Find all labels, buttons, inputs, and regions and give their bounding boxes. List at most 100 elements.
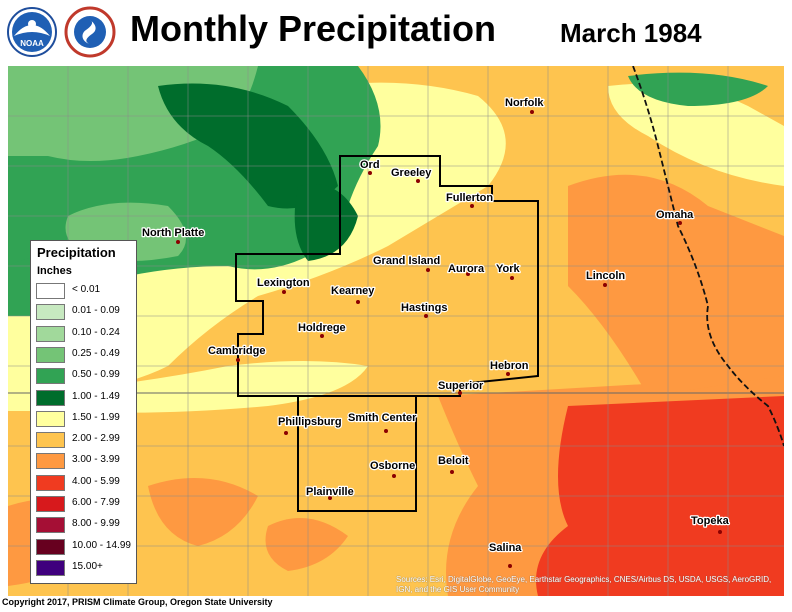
legend-title: Precipitation <box>37 245 116 260</box>
city-norfolk[interactable]: Norfolk <box>504 96 546 114</box>
city-label-kearney: Kearney <box>331 285 375 297</box>
noaa-logo-icon: NOAA <box>7 7 57 57</box>
legend-item: 0.25 - 0.49 <box>36 346 136 363</box>
city-label-hastings: Hastings <box>401 302 447 314</box>
city-label-omaha: Omaha <box>656 209 694 221</box>
city-label-holdrege: Holdrege <box>298 322 346 334</box>
legend-label: 6.00 - 7.99 <box>72 497 120 508</box>
legend-label: 15.00+ <box>72 560 103 572</box>
legend-label: 10.00 - 14.99 <box>72 539 131 551</box>
legend-item: 1.50 - 1.99 <box>36 410 136 427</box>
legend-units: Inches <box>37 265 72 277</box>
page-title: Monthly Precipitation <box>130 8 497 49</box>
city-york[interactable]: York <box>495 262 522 280</box>
legend-swatch <box>36 453 65 470</box>
legend-swatch <box>36 283 65 299</box>
city-label-grand-island: Grand Island <box>373 255 440 267</box>
city-aurora[interactable]: Aurora <box>447 262 486 277</box>
city-label-hebron: Hebron <box>490 360 529 372</box>
city-label-lincoln: Lincoln <box>586 270 625 282</box>
city-label-fullerton: Fullerton <box>446 192 493 204</box>
map-canvas <box>8 66 784 596</box>
legend-label: 2.00 - 2.99 <box>72 433 120 445</box>
city-north-platte[interactable]: North Platte <box>141 226 206 244</box>
city-label-superior: Superior <box>438 380 484 392</box>
city-label-smith-center: Smith Center <box>348 412 417 424</box>
legend-swatch <box>36 325 65 342</box>
city-label-north-platte: North Platte <box>142 227 204 239</box>
city-topeka[interactable]: Topeka <box>690 514 731 534</box>
city-label-phillipsburg: Phillipsburg <box>278 416 342 428</box>
legend-swatch <box>36 517 65 534</box>
legend-item: 10.00 - 14.99 <box>36 538 136 555</box>
city-label-aurora: Aurora <box>448 263 485 275</box>
legend-label: 0.25 - 0.49 <box>72 347 120 359</box>
legend-label: 1.00 - 1.49 <box>72 390 120 402</box>
city-phillipsburg[interactable]: Phillipsburg <box>277 415 343 435</box>
city-hastings[interactable]: Hastings <box>400 301 449 318</box>
legend-item: 0.10 - 0.24 <box>36 325 136 342</box>
legend-label: 0.50 - 0.99 <box>72 369 120 381</box>
city-lincoln[interactable]: Lincoln <box>585 269 627 287</box>
copyright-text: Copyright 2017, PRISM Climate Group, Ore… <box>2 597 273 607</box>
city-label-cambridge: Cambridge <box>208 345 265 357</box>
city-label-topeka: Topeka <box>691 515 730 527</box>
city-superior[interactable]: Superior <box>437 379 485 395</box>
legend-swatch <box>36 304 65 321</box>
city-lexington[interactable]: Lexington <box>256 276 311 294</box>
city-fullerton[interactable]: Fullerton <box>445 191 495 208</box>
map-legend: Precipitation Inches < 0.01 0.01 - 0.09 0.… <box>30 240 137 584</box>
legend-swatch <box>36 346 65 363</box>
legend-item: 0.01 - 0.09 <box>36 304 136 321</box>
nws-logo-icon <box>64 6 116 58</box>
legend-item: 4.00 - 5.99 <box>36 474 136 491</box>
city-label-york: York <box>496 263 521 275</box>
city-grand-island[interactable]: Grand Island <box>372 254 442 272</box>
legend-label: 0.01 - 0.09 <box>72 305 120 317</box>
city-label-ord: Ord <box>360 159 380 171</box>
city-layer: Norfolk Ord Greeley Fullerton Omaha Nort… <box>141 96 731 568</box>
legend-item: 15.00+ <box>36 559 136 576</box>
city-kearney[interactable]: Kearney <box>330 284 377 304</box>
city-salina[interactable]: Salina <box>488 541 524 568</box>
legend-label: 4.00 - 5.99 <box>72 475 120 487</box>
legend-label: 3.00 - 3.99 <box>72 454 120 466</box>
legend-item: 1.00 - 1.49 <box>36 389 136 406</box>
city-cambridge[interactable]: Cambridge <box>207 344 267 362</box>
legend-item: 3.00 - 3.99 <box>36 453 136 470</box>
city-label-greeley: Greeley <box>391 167 432 179</box>
city-label-beloit: Beloit <box>438 455 469 467</box>
city-smith-center[interactable]: Smith Center <box>347 411 418 433</box>
legend-label: 8.00 - 9.99 <box>72 518 120 530</box>
city-ord[interactable]: Ord <box>359 158 381 175</box>
city-omaha[interactable]: Omaha <box>655 208 695 225</box>
city-label-norfolk: Norfolk <box>505 97 544 109</box>
legend-item: 0.50 - 0.99 <box>36 368 136 385</box>
legend-label: 1.50 - 1.99 <box>72 411 120 423</box>
city-beloit[interactable]: Beloit <box>437 454 470 474</box>
city-label-osborne: Osborne <box>370 460 415 472</box>
city-label-lexington: Lexington <box>257 277 310 289</box>
legend-swatch <box>36 389 65 406</box>
legend-item: 6.00 - 7.99 <box>36 496 136 512</box>
legend-swatch <box>36 538 65 555</box>
legend-swatch <box>36 432 65 449</box>
legend-swatch <box>36 474 65 491</box>
legend-swatch <box>36 496 65 512</box>
legend-item: 8.00 - 9.99 <box>36 517 136 534</box>
legend-swatch <box>36 368 65 385</box>
city-label-salina: Salina <box>489 542 522 554</box>
city-osborne[interactable]: Osborne <box>369 459 416 478</box>
header: NOAA Monthly Precipitation March 1984 <box>0 0 792 66</box>
legend-label: 0.10 - 0.24 <box>72 326 120 338</box>
city-greeley[interactable]: Greeley <box>390 166 433 183</box>
city-hebron[interactable]: Hebron <box>489 359 530 376</box>
city-label-plainville: Plainville <box>306 486 354 498</box>
precipitation-map[interactable]: Norfolk Ord Greeley Fullerton Omaha Nort… <box>8 66 784 596</box>
city-plainville[interactable]: Plainville <box>305 485 355 500</box>
legend-label: < 0.01 <box>72 284 101 295</box>
map-source-credit: Sources: Esri, DigitalGlobe, GeoEye, Ear… <box>396 575 772 594</box>
city-holdrege[interactable]: Holdrege <box>297 321 347 338</box>
legend-swatch <box>36 559 65 576</box>
legend-item: 2.00 - 2.99 <box>36 432 136 449</box>
